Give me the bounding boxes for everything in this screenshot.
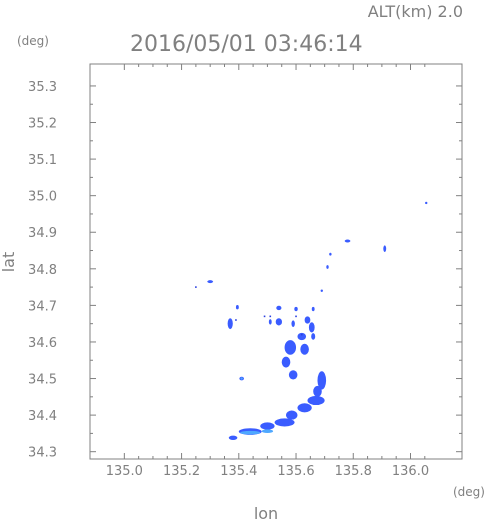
y-tick-label: 35.3 [28, 80, 57, 95]
y-tick-label: 34.4 [28, 409, 57, 424]
echo-blob [274, 418, 295, 427]
echo-blob [291, 320, 295, 327]
y-tick-label: 34.9 [28, 226, 57, 241]
echo-dot [235, 319, 237, 321]
echo-blob [326, 265, 329, 269]
y-tick-label: 35.1 [28, 153, 57, 168]
echo-blob [235, 305, 239, 310]
echo-blob [313, 385, 322, 397]
y-tick-label: 34.6 [28, 336, 57, 351]
chart-title-timestamp: 2016/05/01 03:46:14 [130, 32, 363, 57]
echo-dot [295, 315, 297, 318]
echo-blob [311, 306, 315, 312]
echo-blob [260, 422, 275, 430]
y-tick-label: 35.0 [28, 190, 57, 205]
lon-unit-label: (deg) [453, 485, 485, 499]
echo-blob [300, 343, 309, 355]
echo-blob [228, 435, 238, 440]
echo-blob [207, 280, 214, 284]
echo-blob [317, 371, 327, 390]
echo-blob [294, 306, 298, 312]
x-tick-labels: 135.0 135.2 135.4 135.6 135.8 136.0 [106, 464, 429, 479]
echo-dot [195, 286, 197, 288]
echo-dot [263, 315, 266, 318]
y-tick-label: 34.8 [28, 263, 57, 278]
echo-blob [288, 370, 298, 380]
echo-blob [304, 316, 311, 324]
y-tick-label: 35.2 [28, 117, 57, 132]
x-tick-label: 135.4 [220, 464, 257, 479]
lat-unit-label: (deg) [17, 34, 49, 48]
echo-blob-light [240, 430, 261, 435]
echo-blob [284, 340, 297, 355]
echo-blob [425, 201, 428, 205]
echo-blob [307, 395, 325, 406]
echo-blob [297, 332, 307, 341]
echo-blob [275, 318, 283, 326]
echo-blob [227, 318, 233, 330]
echo-blob [281, 356, 291, 368]
echo-dot [269, 315, 272, 318]
plot-frame [89, 63, 463, 460]
echo-blob-light [240, 377, 243, 380]
y-axis-label: lat [0, 252, 18, 273]
x-tick-label: 135.0 [106, 464, 143, 479]
echo-blob [329, 252, 332, 256]
altitude-label: ALT(km) 2.0 [368, 2, 463, 21]
y-tick-label: 34.3 [28, 446, 57, 461]
echo-blob [320, 289, 323, 292]
echo-dot [300, 333, 303, 336]
y-tick-labels: 34.3 34.4 34.5 34.6 34.7 34.8 34.9 35.0 35.1 35.2… [28, 80, 57, 461]
x-tick-label: 135.6 [277, 464, 314, 479]
x-tick-label: 135.8 [335, 464, 372, 479]
x-tick-label: 136.0 [392, 464, 429, 479]
y-tick-label: 34.7 [28, 299, 57, 314]
echo-blob [311, 333, 316, 340]
echo-blob [383, 245, 387, 252]
y-tick-label: 34.5 [28, 373, 57, 388]
axis-ticks [90, 64, 462, 459]
x-axis-label: lon [254, 504, 278, 521]
echo-blob [297, 403, 312, 413]
echo-blob [344, 239, 351, 243]
echo-layer [195, 201, 428, 440]
echo-blob [308, 322, 315, 333]
echo-blob [286, 410, 298, 420]
x-tick-label: 135.2 [163, 464, 200, 479]
echo-blob-light [261, 429, 274, 434]
echo-blob [276, 305, 282, 311]
echo-blob [268, 319, 272, 325]
